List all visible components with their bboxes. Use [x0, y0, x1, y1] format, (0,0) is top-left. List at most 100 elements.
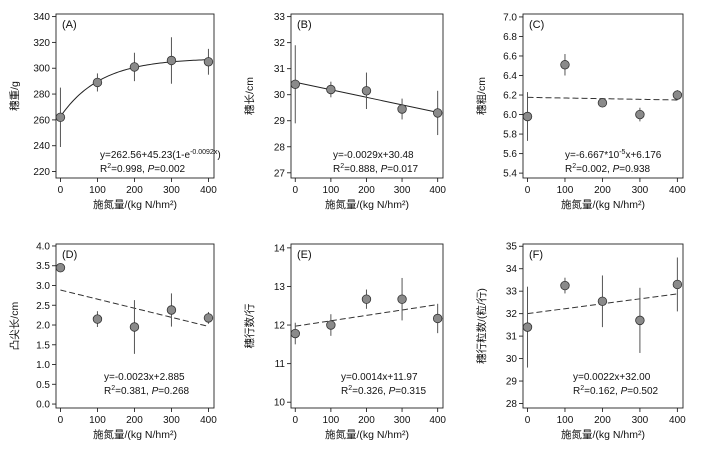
y-tick-label: 34: [506, 264, 518, 275]
y-tick-label: 0.0: [36, 400, 50, 411]
data-point: [326, 320, 336, 330]
y-tick-label: 260: [33, 115, 50, 126]
panel-2: 0 100 200 300 400 5.4 5.6 5.8 6.0 6.2 6.4 6.6 6.8 7.0…: [475, 12, 686, 211]
fit-equation: y=0.0014x+11.97: [341, 372, 418, 383]
fit-stats: R2=0.888, P=0.017: [333, 163, 419, 175]
data-point: [522, 322, 533, 332]
y-tick-label: 4.0: [36, 241, 50, 252]
data-point: [92, 77, 103, 88]
panel-1: 0 100 200 300 400 27 28 29 30 31 32 33 (B) 穗长/cm 施氮量/(…: [243, 12, 446, 211]
x-tick-label: 400: [429, 415, 446, 426]
panel-label: (B): [297, 19, 312, 31]
y-tick-label: 6.6: [503, 51, 517, 62]
y-tick-label: 240: [33, 141, 50, 152]
x-axis-title: 施氮量/(kg N/hm²): [561, 198, 645, 211]
data-point: [92, 314, 103, 324]
x-tick-label: 100: [557, 415, 574, 426]
panel-label: (E): [297, 249, 312, 261]
y-tick-label: 6.8: [503, 32, 517, 43]
fit-stats: R2=0.381, P=0.268: [104, 385, 190, 397]
y-axis-title: 穗重/g: [8, 81, 21, 111]
y-tick-label: 31: [506, 332, 518, 343]
fit-equation: y=-6.667*10-5x+6.176: [565, 149, 662, 161]
y-tick-label: 35: [506, 242, 518, 253]
panel-label: (F): [529, 249, 543, 261]
fit-equation: y=-0.0029x+30.48: [333, 150, 414, 161]
x-tick-label: 400: [669, 185, 686, 196]
panel-0: 0 100 200 300 400 220 240 260 280 300 320 340 (A) 穗重/…: [8, 12, 221, 211]
data-point: [55, 112, 66, 123]
x-tick-label: 0: [292, 415, 298, 426]
y-tick-label: 7.0: [503, 12, 517, 23]
x-tick-label: 200: [126, 185, 143, 196]
data-point: [397, 294, 407, 304]
x-tick-label: 400: [429, 185, 446, 196]
y-tick-label: 5.4: [503, 169, 517, 180]
data-point: [55, 263, 66, 273]
x-tick-label: 200: [594, 185, 611, 196]
x-tick-label: 200: [358, 185, 375, 196]
x-axis-title: 施氮量/(kg N/hm²): [93, 198, 177, 211]
y-tick-label: 30: [506, 354, 518, 365]
x-tick-label: 300: [632, 185, 649, 196]
data-point: [290, 328, 300, 339]
y-tick-label: 27: [274, 168, 286, 179]
data-point: [203, 313, 214, 323]
data-point: [522, 111, 533, 122]
x-tick-label: 0: [525, 185, 531, 196]
y-tick-label: 10: [274, 398, 286, 409]
fit-equation: y=262.56+45.23(1-e-0.0092x): [100, 149, 221, 161]
x-axis-title: 施氮量/(kg N/hm²): [325, 428, 409, 441]
data-point: [326, 84, 336, 95]
x-tick-label: 0: [58, 185, 64, 196]
y-axis-title: 凸尖长/cm: [8, 302, 21, 351]
x-tick-label: 100: [323, 185, 340, 196]
y-tick-label: 5.6: [503, 149, 517, 160]
data-point: [361, 86, 372, 96]
fit-stats: R2=0.326, P=0.315: [341, 385, 427, 397]
panel-label: (A): [62, 19, 77, 31]
x-axis-title: 施氮量/(kg N/hm²): [561, 428, 645, 441]
fit-equation: y=0.0022x+32.00: [573, 372, 651, 383]
y-tick-label: 29: [274, 116, 286, 127]
y-tick-label: 14: [274, 243, 286, 254]
data-point: [635, 109, 645, 120]
plot-frame: [55, 13, 215, 179]
data-point: [560, 280, 570, 291]
plot-frame: [55, 243, 215, 409]
x-tick-label: 400: [669, 415, 686, 426]
y-tick-label: 12: [274, 321, 286, 332]
x-tick-label: 0: [525, 415, 531, 426]
data-point: [397, 104, 407, 114]
y-tick-label: 280: [33, 90, 50, 101]
x-tick-label: 300: [632, 415, 649, 426]
y-tick-label: 2.5: [36, 301, 50, 312]
panel-3: 0 100 200 300 400 0.0 0.5 1.0 1.5 2.0 2.5 3.0 3.5 4.0…: [8, 241, 217, 441]
y-tick-label: 3.0: [36, 281, 50, 292]
y-tick-label: 28: [274, 142, 286, 153]
x-axis-title: 施氮量/(kg N/hm²): [325, 198, 409, 211]
fit-stats: R2=0.998, P=0.002: [100, 163, 186, 175]
x-tick-label: 300: [163, 185, 180, 196]
data-point: [129, 322, 140, 332]
y-tick-label: 11: [275, 359, 286, 370]
fit-stats: R2=0.162, P=0.502: [573, 385, 659, 397]
y-tick-label: 30: [274, 90, 286, 101]
data-point: [635, 315, 645, 326]
x-tick-label: 300: [394, 415, 411, 426]
plot-frame: [522, 243, 684, 409]
data-point: [361, 294, 372, 304]
data-point: [129, 62, 140, 72]
y-tick-label: 32: [506, 309, 518, 320]
y-axis-title: 穗行粒数/(粒/行): [475, 288, 488, 364]
x-tick-label: 300: [163, 415, 180, 426]
y-tick-label: 5.8: [503, 130, 517, 141]
y-tick-label: 2.0: [36, 321, 50, 332]
x-tick-label: 0: [58, 415, 64, 426]
data-point: [166, 305, 177, 315]
x-axis-title: 施氮量/(kg N/hm²): [93, 428, 177, 441]
panel-label: (C): [529, 19, 544, 31]
y-tick-label: 1.5: [36, 340, 50, 351]
data-point: [432, 108, 443, 118]
data-point: [672, 279, 683, 290]
